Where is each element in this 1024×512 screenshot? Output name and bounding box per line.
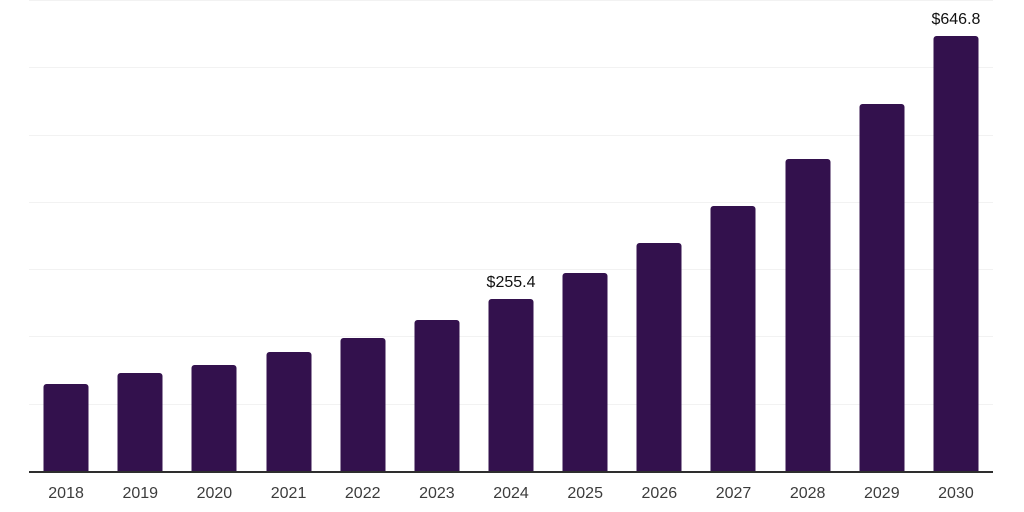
bar-2026 [636,242,682,471]
x-tick-label-2020: 2020 [196,485,233,502]
x-tick-label-2018: 2018 [48,485,84,502]
bar-slot-2023 [400,0,474,471]
bar-slot-2026 [622,0,696,471]
bar-2018 [43,383,89,471]
x-tick-label-2030: 2030 [938,485,974,502]
x-tick-label-2019: 2019 [122,485,159,502]
bar-2020 [191,364,237,471]
x-tick-label-2026: 2026 [641,485,678,502]
x-tick-label-2027: 2027 [715,485,752,502]
bar-slot-2022 [326,0,400,471]
bar-2022 [340,337,386,471]
bar-slot-2019 [103,0,177,471]
x-tick-label-2023: 2023 [419,485,455,502]
gridline-500 [29,134,993,136]
x-tick-label-2025: 2025 [567,485,603,502]
bar-slot-2021 [251,0,325,471]
bar-slot-2028 [771,0,845,471]
bar-2029 [859,103,905,471]
gridline-300 [29,269,993,271]
x-tick-label-2024: 2024 [493,485,529,502]
x-tick-label-2021: 2021 [270,485,307,502]
bar-2019 [117,373,163,471]
gridline-600 [29,67,993,69]
bar-2024 [488,299,534,471]
x-axis-tick-labels: 2018 2019 2020 2021 2022 2023 2024 2025 2026 2027… [29,485,993,503]
bar-2028 [785,158,831,471]
bar-2023 [414,319,460,471]
bar-slot-2020 [177,0,251,471]
x-tick-label-2029: 2029 [864,485,900,502]
bar-slot-2027 [696,0,770,471]
bar-value-label-2030: $646.8 [931,10,981,28]
bar-2025 [562,273,608,471]
bar-slot-2024: $255.4 [474,0,548,471]
bar-slot-2029 [845,0,919,471]
plot-area: $255.4 $646.8 [29,0,993,473]
bar-2027 [710,205,756,471]
bars-row: $255.4 $646.8 [29,0,993,471]
x-tick-label-2028: 2028 [789,485,826,502]
bar-slot-2030: $646.8 [919,0,993,471]
bar-slot-2025 [548,0,622,471]
gridline-400 [29,201,993,203]
bar-2021 [266,351,312,471]
bar-value-label-2024: $255.4 [486,274,536,292]
bar-2030 [933,35,979,471]
x-axis-line [29,471,993,473]
x-tick-label-2022: 2022 [344,485,381,502]
gridline-700 [29,0,993,1]
bar-slot-2018 [29,0,103,471]
